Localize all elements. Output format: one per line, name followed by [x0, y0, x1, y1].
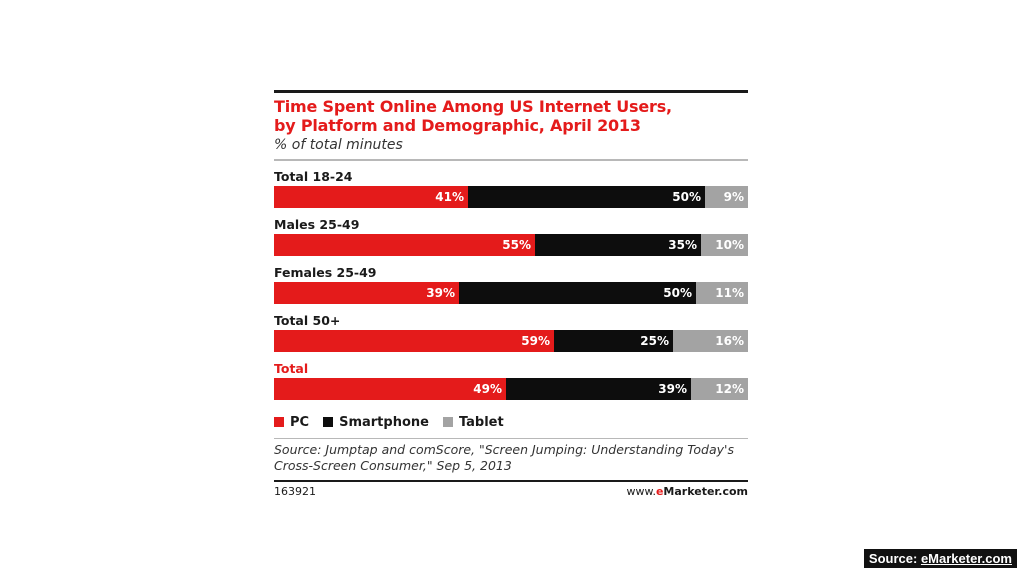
- data-label: 55%: [502, 238, 531, 252]
- bar-segment-tablet: [705, 186, 748, 208]
- source-badge-prefix: Source:: [868, 551, 921, 566]
- stacked-bar: 39% 50% 11%: [274, 282, 748, 304]
- category-label: Total: [274, 361, 309, 376]
- stacked-bar: 41% 50% 9%: [274, 186, 748, 208]
- legend-item-smartphone: Smartphone: [323, 415, 429, 430]
- stacked-bar: 55% 35% 10%: [274, 234, 748, 256]
- category-label: Females 25-49: [274, 265, 377, 280]
- legend-swatch: [442, 417, 453, 427]
- source-line-1: Source: Jumptap and comScore, "Screen Ju…: [274, 442, 734, 457]
- data-label: 25%: [640, 334, 669, 348]
- bar-segment-smartphone: [468, 186, 705, 208]
- category-label: Males 25-49: [274, 217, 360, 232]
- legend-swatch: [274, 417, 284, 427]
- data-label: 16%: [715, 334, 744, 348]
- data-label: 11%: [715, 286, 744, 300]
- bar-segment-pc: [274, 282, 459, 304]
- bar-segment-pc: [274, 234, 535, 256]
- source-rule: [274, 438, 748, 439]
- data-label: 59%: [521, 334, 550, 348]
- bar-segment-tablet: [701, 234, 748, 256]
- legend-label: PC: [290, 414, 310, 430]
- legend-label: Smartphone: [339, 414, 429, 430]
- bar-segment-smartphone: [554, 330, 673, 352]
- data-label: 10%: [715, 238, 744, 252]
- bar-segment-smartphone: [459, 282, 696, 304]
- legend-item-tablet: Tablet: [442, 414, 504, 430]
- source-badge-link[interactable]: eMarketer.com: [920, 551, 1012, 566]
- source-line-2: Cross-Screen Consumer," Sep 5, 2013: [274, 458, 512, 473]
- legend-label: Tablet: [458, 414, 504, 430]
- data-label: 41%: [435, 190, 464, 204]
- chart-id: 163921: [274, 485, 316, 498]
- category-label: Total 18-24: [274, 169, 353, 184]
- source-note: Source: Jumptap and comScore, "Screen Ju…: [274, 442, 748, 474]
- chart-card: Time Spent Online Among US Internet User…: [274, 90, 748, 498]
- category-label: Total 50+: [274, 313, 341, 328]
- bar-segment-pc: [274, 330, 554, 352]
- bar-segment-smartphone: [535, 234, 701, 256]
- bar-segment-pc: [274, 186, 468, 208]
- chart-subtitle: % of total minutes: [274, 137, 403, 153]
- legend-item-pc: PC: [274, 415, 309, 430]
- brand-e: e: [655, 485, 664, 498]
- data-label: 12%: [715, 382, 744, 396]
- chart-title-line-2: by Platform and Demographic, April 2013: [274, 116, 641, 135]
- data-label: 50%: [672, 190, 701, 204]
- data-label: 39%: [426, 286, 455, 300]
- bar-group: Males 25-49 55% 35% 10%: [274, 217, 748, 265]
- bar-segment-pc: [274, 378, 506, 400]
- chart-footer: 163921 www.eMarketer.com: [274, 485, 748, 498]
- bar-group: Total 49% 39% 12%: [274, 361, 748, 409]
- bar-group: Females 25-49 39% 50% 11%: [274, 265, 748, 313]
- chart-title-line-1: Time Spent Online Among US Internet User…: [274, 97, 672, 116]
- data-label: 50%: [663, 286, 692, 300]
- bar-segment-tablet: [673, 330, 748, 352]
- brand-prefix: www.: [626, 485, 656, 498]
- data-label: 39%: [658, 382, 687, 396]
- top-rule: [274, 90, 748, 93]
- data-label: 35%: [668, 238, 697, 252]
- bar-group: Total 18-24 41% 50% 9%: [274, 169, 748, 217]
- data-label: 9%: [723, 190, 744, 204]
- data-label: 49%: [473, 382, 502, 396]
- brand-url[interactable]: www.eMarketer.com: [626, 485, 748, 498]
- stacked-bar: 49% 39% 12%: [274, 378, 748, 400]
- legend: PC Smartphone Tablet: [274, 413, 748, 431]
- brand-rest: Marketer.com: [663, 485, 748, 498]
- bar-group: Total 50+ 59% 25% 16%: [274, 313, 748, 361]
- subtitle-rule: [274, 159, 748, 161]
- bar-segment-tablet: [696, 282, 748, 304]
- legend-swatch: [323, 417, 334, 427]
- bar-segment-tablet: [691, 378, 748, 400]
- bar-segment-smartphone: [506, 378, 691, 400]
- bottom-rule: [274, 480, 748, 482]
- chart-title: Time Spent Online Among US Internet User…: [274, 97, 748, 135]
- bar-groups: Total 18-24 41% 50% 9% Males 25-49 55% 35% 10% F…: [274, 169, 748, 409]
- source-badge[interactable]: Source: eMarketer.com: [863, 549, 1017, 568]
- stacked-bar: 59% 25% 16%: [274, 330, 748, 352]
